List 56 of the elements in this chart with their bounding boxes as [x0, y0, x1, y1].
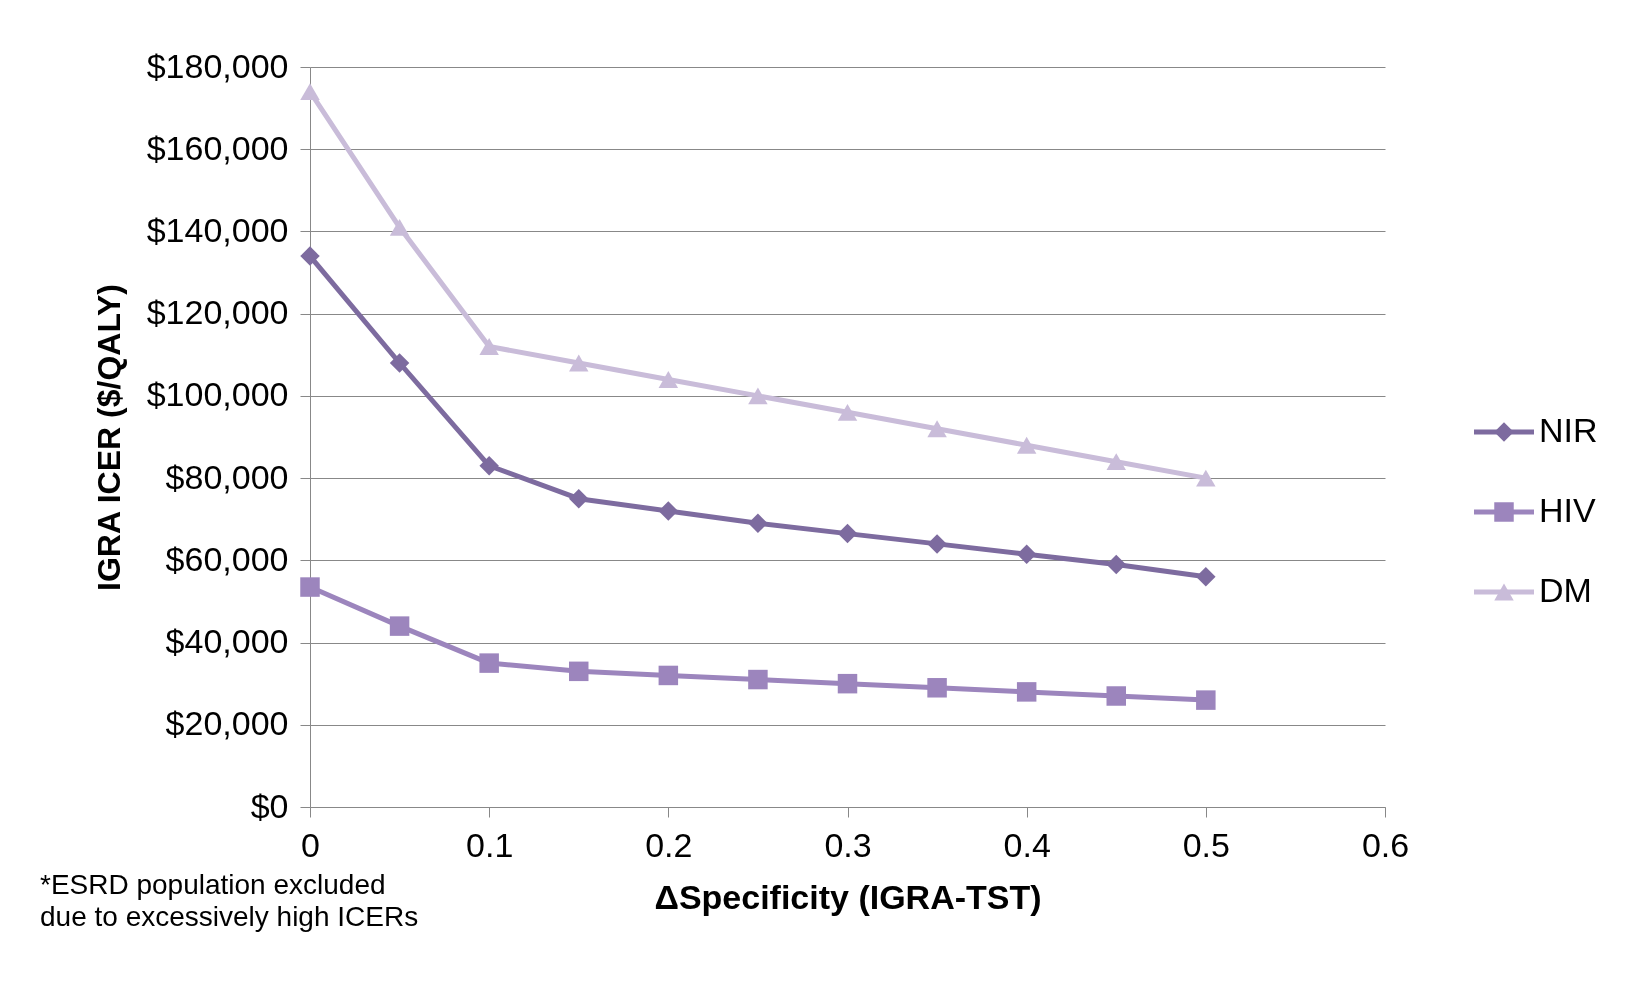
point [837, 673, 858, 694]
point [1196, 567, 1216, 587]
x-tick-label: 0.2 [645, 825, 693, 864]
point [300, 577, 320, 597]
x-tick-label: 0.5 [1182, 825, 1230, 864]
point [748, 387, 768, 405]
point [389, 616, 410, 636]
point [389, 218, 410, 236]
point [1016, 682, 1037, 702]
point [658, 501, 679, 521]
x-tick-label: 0.3 [824, 825, 872, 864]
point [658, 371, 679, 388]
y-tick-label: $20,000 [165, 704, 289, 743]
x-tick-label: 0.4 [1003, 825, 1051, 864]
point [837, 523, 858, 544]
y-tick-label: $160,000 [146, 128, 289, 167]
legend-label: HIV [1539, 491, 1596, 529]
point [1196, 690, 1216, 710]
y-axis-title: IGRA ICER ($/QALY) [90, 284, 127, 591]
x-tick-label: 0 [301, 825, 320, 864]
y-tick-label: $120,000 [146, 293, 289, 332]
point [1106, 554, 1126, 575]
point [1016, 436, 1037, 454]
point [927, 678, 947, 698]
point [569, 354, 589, 372]
y-tick-label: $0 [250, 786, 289, 825]
text: *ESRD population excluded due to excessively high ICERs [40, 869, 419, 932]
point [927, 420, 947, 438]
legend-label: DM [1539, 571, 1592, 609]
point [389, 353, 410, 373]
x-axis-title: ΔSpecificity (IGRA-TST) [654, 877, 1042, 916]
point [300, 83, 320, 101]
point [658, 665, 679, 686]
x-tick-label: 0.6 [1361, 825, 1410, 864]
point [569, 661, 589, 682]
x-tick-label: 0.1 [466, 825, 514, 864]
y-tick-label: $180,000 [146, 46, 289, 85]
y-tick-label: $40,000 [165, 622, 289, 661]
y-tick-label: $100,000 [146, 375, 289, 414]
point [1106, 453, 1126, 471]
point [837, 403, 858, 421]
y-tick-label: $60,000 [165, 539, 289, 578]
point [479, 653, 499, 673]
point [300, 246, 320, 266]
point [1016, 544, 1037, 564]
point [1106, 686, 1126, 706]
point [748, 513, 768, 534]
point [748, 669, 768, 690]
y-tick-label: $80,000 [165, 457, 289, 496]
point [1196, 469, 1216, 487]
point [927, 534, 947, 554]
legend-label: NIR [1539, 411, 1598, 449]
point [479, 456, 499, 476]
point [569, 488, 589, 509]
point [479, 338, 499, 355]
y-tick-label: $140,000 [146, 210, 289, 249]
